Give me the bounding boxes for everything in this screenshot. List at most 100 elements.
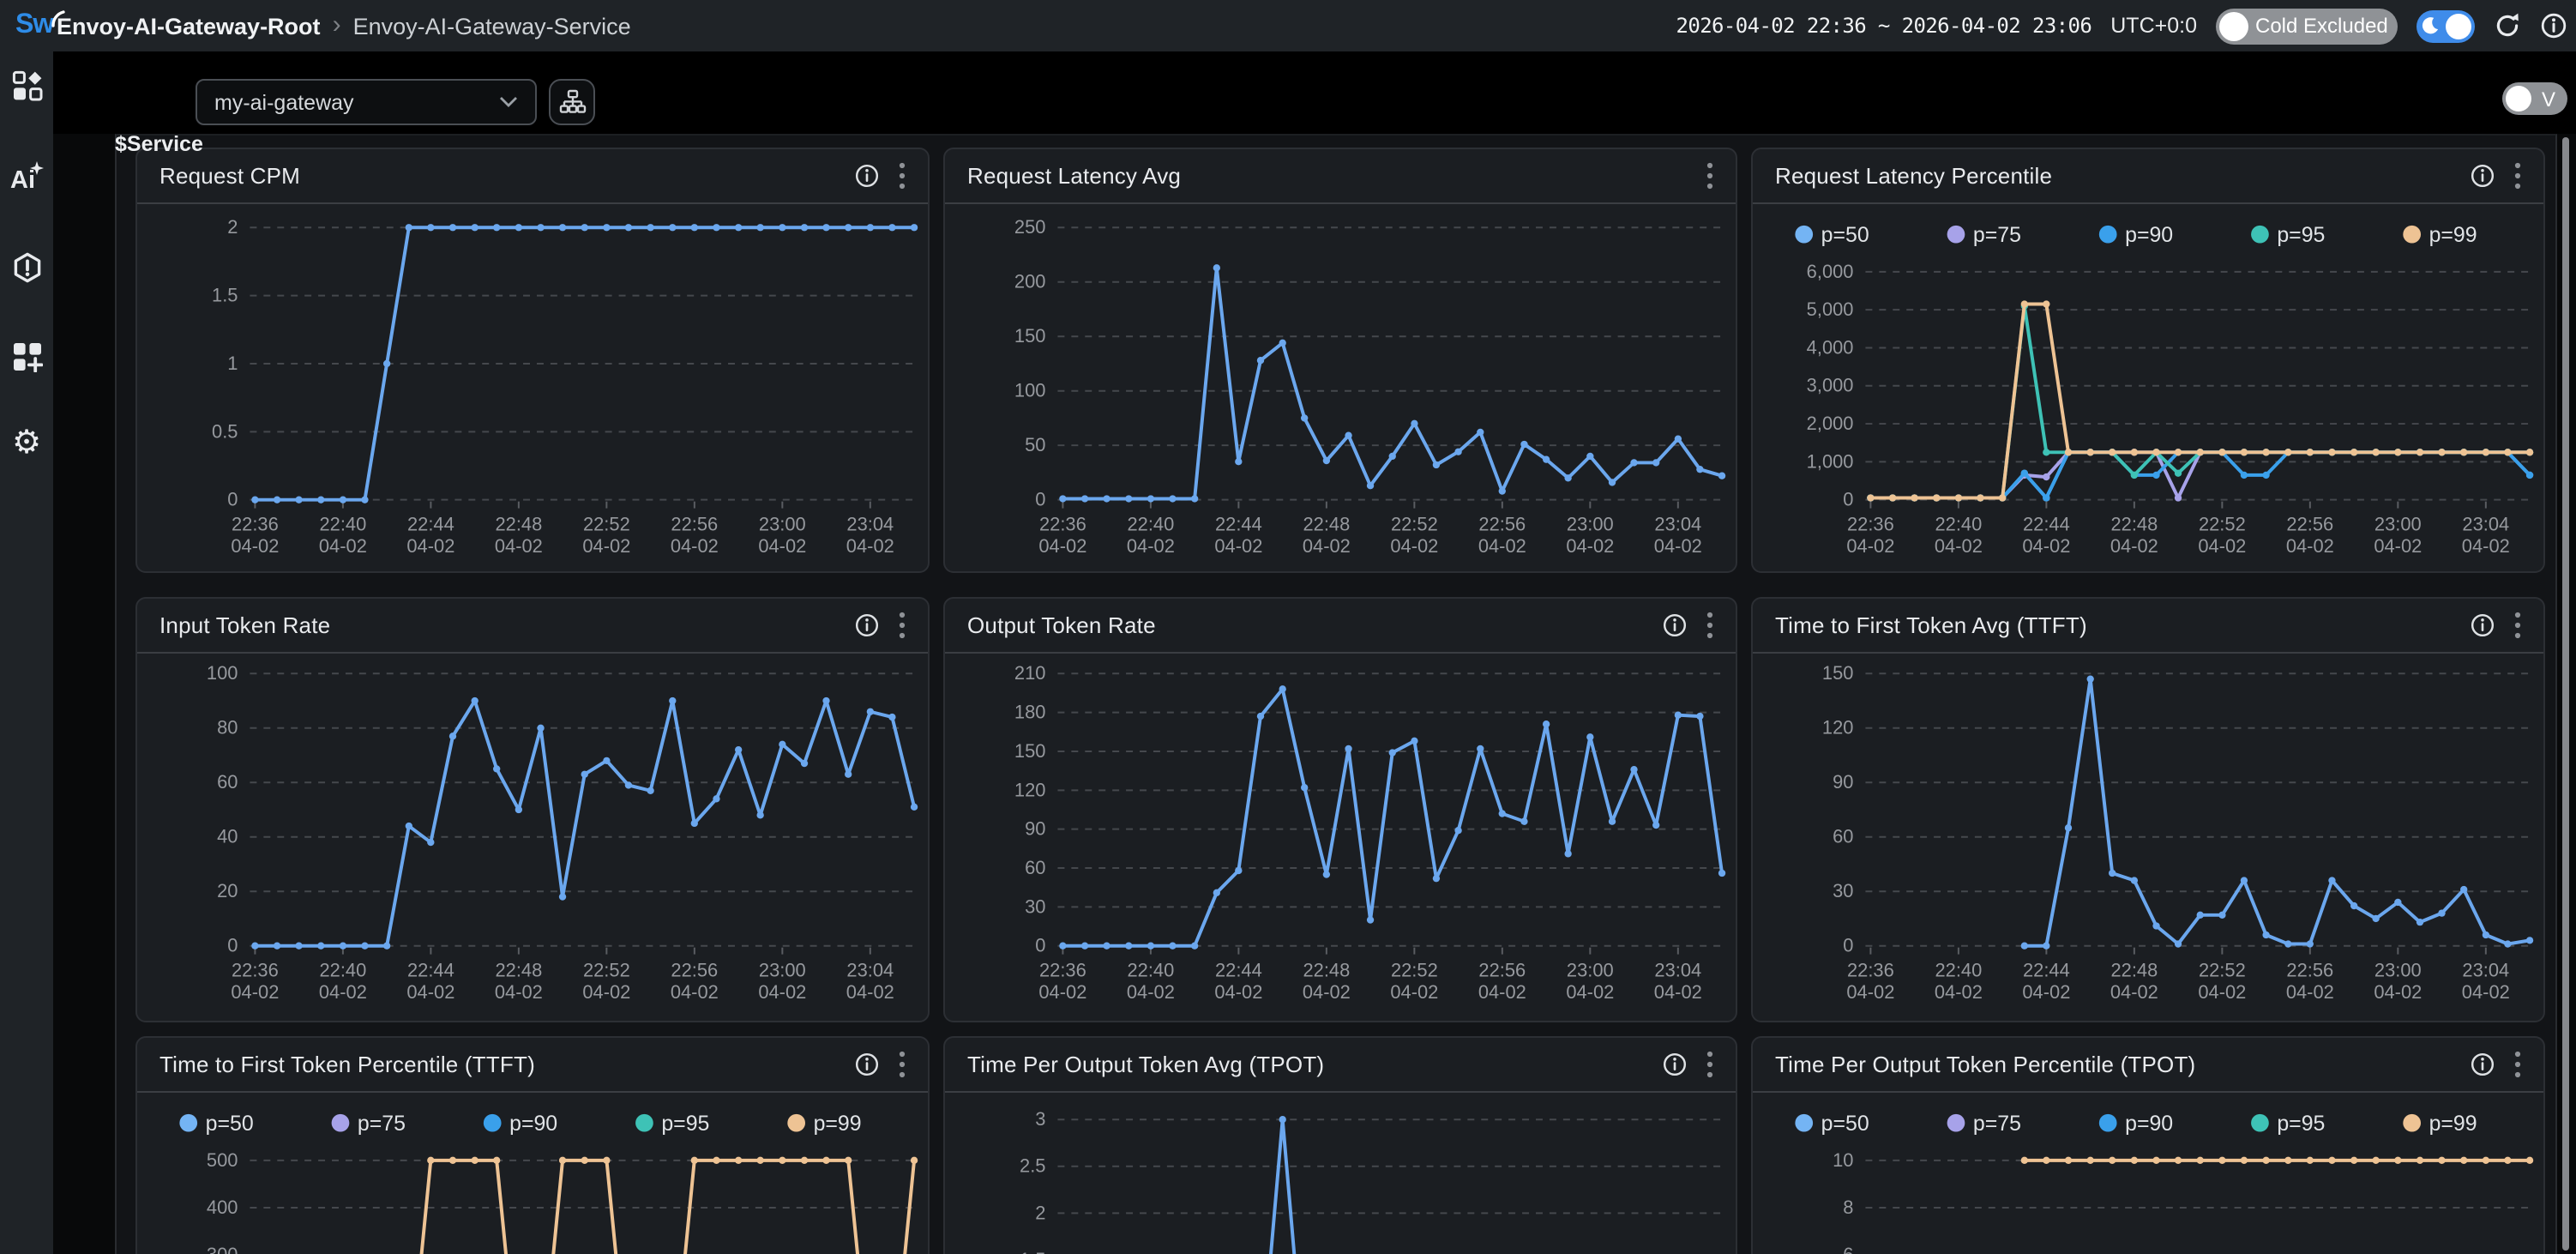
svg-text:04-02: 04-02 [406, 981, 454, 1003]
kebab-menu-icon [899, 162, 906, 190]
svg-text:22:44: 22:44 [2023, 513, 2070, 534]
svg-text:04-02: 04-02 [671, 535, 719, 557]
panel-info-button[interactable] [2470, 1052, 2495, 1077]
svg-text:1,000: 1,000 [1807, 450, 1854, 472]
svg-text:22:44: 22:44 [407, 513, 454, 534]
svg-text:22:44: 22:44 [1215, 959, 1262, 980]
cold-excluded-label: Cold Excluded [2255, 14, 2388, 38]
svg-text:90: 90 [1833, 771, 1853, 793]
cold-excluded-toggle[interactable]: Cold Excluded [2216, 8, 2398, 44]
svg-text:120: 120 [1822, 717, 1854, 739]
svg-text:22:52: 22:52 [583, 513, 630, 534]
panel-menu-button[interactable] [2514, 161, 2521, 190]
app-logo[interactable]: Sw [15, 3, 67, 48]
panel-title: Time Per Output Token Percentile (TPOT) [1775, 1052, 2196, 1077]
svg-text:23:00: 23:00 [2374, 513, 2422, 534]
svg-text:04-02: 04-02 [231, 535, 279, 557]
svg-text:22:56: 22:56 [2286, 959, 2333, 980]
svg-text:22:40: 22:40 [1935, 513, 1982, 534]
svg-text:22:48: 22:48 [2110, 513, 2158, 534]
svg-text:100: 100 [207, 662, 238, 684]
svg-text:400: 400 [207, 1197, 238, 1218]
svg-text:04-02: 04-02 [1478, 981, 1526, 1003]
panel-info-button[interactable] [854, 612, 880, 638]
svg-text:04-02: 04-02 [2462, 981, 2510, 1003]
panel-info-button[interactable] [2470, 163, 2495, 189]
theme-toggle[interactable] [2417, 9, 2475, 42]
svg-text:p=90: p=90 [509, 1112, 557, 1136]
svg-text:22:48: 22:48 [1303, 513, 1350, 534]
svg-text:1: 1 [227, 353, 238, 374]
svg-text:04-02: 04-02 [1303, 535, 1351, 557]
svg-text:04-02: 04-02 [1566, 981, 1614, 1003]
kebab-menu-icon [1706, 1051, 1713, 1078]
panel-info-button[interactable] [854, 163, 880, 189]
svg-text:23:04: 23:04 [846, 513, 894, 534]
info-button[interactable] [2540, 12, 2567, 39]
svg-text:04-02: 04-02 [1935, 535, 1983, 557]
panel-menu-button[interactable] [2514, 1050, 2521, 1079]
svg-text:22:56: 22:56 [1478, 959, 1526, 980]
vertical-scrollbar[interactable] [2562, 137, 2568, 1251]
svg-text:22:36: 22:36 [1847, 959, 1894, 980]
svg-text:23:04: 23:04 [2462, 513, 2509, 534]
panel-menu-button[interactable] [899, 611, 906, 640]
panel-menu-button[interactable] [2514, 611, 2521, 640]
time-range-picker[interactable]: 2026-04-02 22:36 ~ 2026-04-02 23:06 [1676, 14, 2092, 38]
panel-title: Input Token Rate [159, 612, 331, 638]
svg-text:p=75: p=75 [358, 1112, 406, 1136]
svg-text:120: 120 [1014, 779, 1046, 800]
breadcrumb-root[interactable]: Envoy-AI-Gateway-Root [57, 13, 321, 39]
panel-info-button[interactable] [1662, 612, 1688, 638]
svg-text:22:48: 22:48 [495, 513, 542, 534]
svg-text:60: 60 [1025, 857, 1045, 878]
svg-text:04-02: 04-02 [2462, 535, 2510, 557]
svg-text:04-02: 04-02 [758, 535, 806, 557]
svg-text:04-02: 04-02 [1038, 981, 1086, 1003]
svg-text:23:00: 23:00 [2374, 959, 2422, 980]
variables-toggle-label: V [2542, 87, 2556, 111]
svg-text:0: 0 [227, 935, 238, 956]
svg-text:04-02: 04-02 [2022, 535, 2070, 557]
panel-info-button[interactable] [1662, 1052, 1688, 1077]
svg-text:100: 100 [1014, 380, 1046, 401]
kebab-menu-icon [2514, 162, 2521, 190]
topology-button[interactable] [549, 79, 595, 125]
panel-menu-button[interactable] [899, 1050, 906, 1079]
breadcrumb-current[interactable]: Envoy-AI-Gateway-Service [352, 13, 631, 39]
svg-text:150: 150 [1822, 662, 1854, 684]
line-chart: 01,0002,0003,0004,0005,0006,00022:3604-0… [1795, 224, 2534, 557]
svg-text:2,000: 2,000 [1807, 413, 1854, 434]
svg-text:23:04: 23:04 [846, 959, 894, 980]
panel-header: Request Latency Percentile [1753, 149, 2543, 204]
panel-menu-button[interactable] [899, 161, 906, 190]
refresh-button[interactable] [2494, 12, 2521, 39]
svg-text:04-02: 04-02 [1846, 535, 1894, 557]
panel-menu-button[interactable] [1706, 1050, 1713, 1079]
panel-menu-button[interactable] [1706, 161, 1713, 190]
panel-menu-button[interactable] [1706, 611, 1713, 640]
panel-title: Time Per Output Token Avg (TPOT) [967, 1052, 1325, 1077]
panel-info-button[interactable] [2470, 612, 2495, 638]
panel-info-button[interactable] [854, 1052, 880, 1077]
filter-bar: $Service my-ai-gateway V [53, 51, 2576, 156]
panel-title: Request CPM [159, 163, 301, 189]
svg-text:60: 60 [217, 771, 238, 793]
panel-header: Output Token Rate [945, 599, 1736, 654]
top-bar-controls: 2026-04-02 22:36 ~ 2026-04-02 23:06 UTC+… [1676, 0, 2568, 51]
svg-text:04-02: 04-02 [406, 535, 454, 557]
svg-text:22:36: 22:36 [232, 513, 279, 534]
svg-text:22:56: 22:56 [1478, 513, 1526, 534]
svg-text:p=75: p=75 [1973, 224, 2021, 247]
service-select[interactable]: my-ai-gateway [196, 79, 537, 125]
svg-text:p=99: p=99 [814, 1112, 862, 1136]
panel-actions [854, 611, 906, 640]
chart-panel: Output Token Rate 0 [943, 597, 1737, 1022]
svg-text:300: 300 [207, 1244, 238, 1254]
svg-text:0: 0 [227, 489, 238, 510]
svg-text:22:56: 22:56 [671, 513, 718, 534]
svg-text:04-02: 04-02 [2110, 535, 2158, 557]
variables-toggle[interactable]: V [2502, 82, 2567, 115]
svg-text:p=90: p=90 [2125, 1112, 2173, 1136]
svg-text:500: 500 [207, 1149, 238, 1171]
